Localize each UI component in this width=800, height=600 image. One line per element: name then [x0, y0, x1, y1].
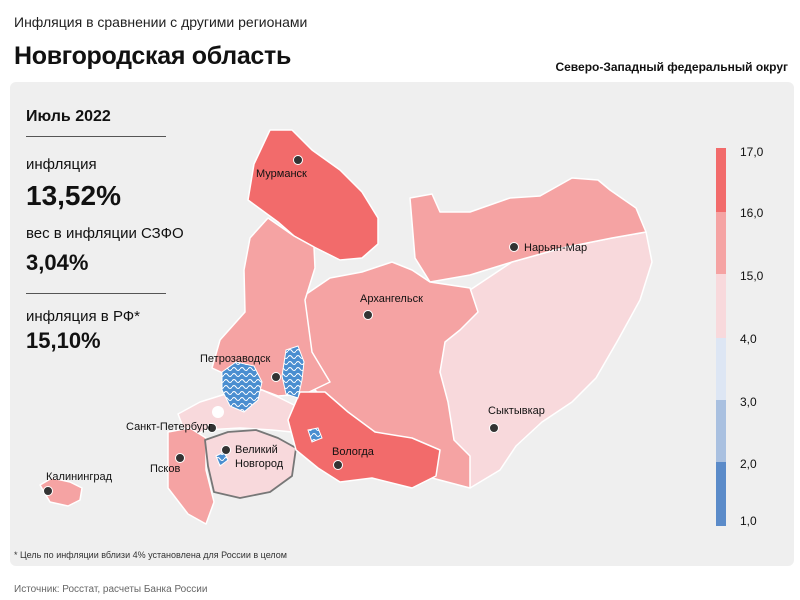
city-dot-syktyvkar[interactable] [489, 423, 499, 433]
weight-value: 3,04% [26, 250, 89, 275]
city-label-vnovgorod-1: Великий [235, 444, 278, 456]
footnote: * Цель по инфляции вблизи 4% установлена… [14, 550, 287, 560]
region-kaliningrad[interactable] [39, 477, 83, 507]
lake-ilmen [215, 451, 229, 467]
source-note: Источник: Росстат, расчеты Банка России [14, 584, 208, 595]
page-title: Новгородская область [14, 42, 292, 70]
spb-city-area [212, 406, 224, 418]
scale-tick-label: 17,0 [740, 145, 764, 159]
scale-band [716, 148, 726, 212]
city-dot-arkhangelsk[interactable] [363, 310, 373, 320]
city-label-naryan-mar: Нарьян-Мар [524, 242, 587, 254]
city-dot-murmansk[interactable] [293, 155, 303, 165]
scale-tick-label: 3,0 [740, 395, 757, 409]
city-label-kaliningrad: Калининград [46, 471, 113, 483]
city-label-petrozavodsk: Петрозаводск [200, 353, 270, 365]
period-label: Июль 2022 [26, 108, 111, 125]
lake-onega [281, 345, 305, 399]
weight-label: вес в инфляции СЗФО [26, 225, 184, 242]
city-dot-pskov[interactable] [175, 453, 185, 463]
scale-band [716, 274, 726, 338]
district-label: Северо-Западный федеральный округ [555, 60, 788, 74]
scale-tick-label: 4,0 [740, 332, 757, 346]
scale-tick-label: 2,0 [740, 457, 757, 471]
city-label-murmansk: Мурманск [256, 168, 307, 180]
city-label-arkhangelsk: Архангельск [360, 293, 423, 305]
city-label-vologda: Вологда [332, 446, 375, 458]
region-nenets[interactable] [409, 177, 647, 283]
rf-inflation-value: 15,10% [26, 328, 101, 353]
lake-beloe [307, 427, 323, 443]
city-dot-kaliningrad[interactable] [43, 486, 53, 496]
scale-tick-label: 1,0 [740, 514, 757, 528]
divider [26, 136, 166, 137]
city-dot-naryan-mar[interactable] [509, 242, 519, 252]
region-vologda[interactable] [287, 391, 441, 489]
city-dot-vologda[interactable] [333, 460, 343, 470]
color-scale-legend [716, 148, 726, 526]
region-pskov[interactable] [167, 427, 215, 525]
city-label-syktyvkar: Сыктывкар [488, 405, 545, 417]
page-subtitle: Инфляция в сравнении с другими регионами [14, 14, 308, 30]
scale-tick-label: 16,0 [740, 206, 764, 220]
city-label-pskov: Псков [150, 463, 180, 475]
lake-ladoga [221, 361, 263, 413]
scale-band [716, 462, 726, 526]
city-label-vnovgorod-2: Новгород [235, 458, 284, 470]
scale-band [716, 400, 726, 462]
rf-inflation-label: инфляция в РФ* [26, 308, 141, 325]
city-dot-vnovgorod[interactable] [221, 445, 231, 455]
city-label-spb: Санкт-Петербург [126, 421, 212, 433]
city-dot-petrozavodsk[interactable] [271, 372, 281, 382]
divider [26, 293, 166, 294]
scale-band [716, 212, 726, 274]
city-dot-spb[interactable] [207, 423, 217, 433]
inflation-label: инфляция [26, 156, 97, 173]
scale-tick-label: 15,0 [740, 269, 764, 283]
scale-band [716, 338, 726, 400]
inflation-value: 13,52% [26, 180, 121, 211]
